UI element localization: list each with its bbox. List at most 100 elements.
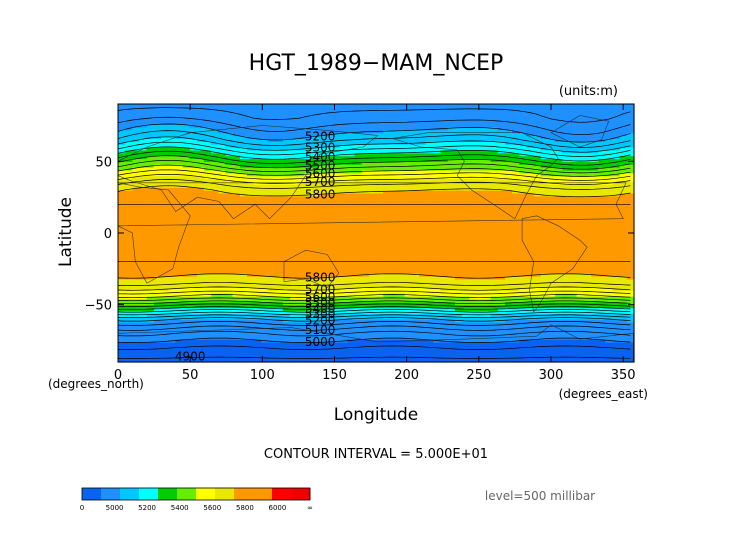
band-cell — [311, 233, 320, 237]
band-cell — [397, 233, 406, 237]
band-cell — [426, 296, 434, 300]
band-cell — [297, 207, 305, 211]
band-cell — [540, 238, 549, 243]
band-cell — [361, 276, 370, 280]
band-cell — [440, 327, 449, 332]
band-cell — [497, 253, 506, 257]
band-cell — [368, 321, 377, 326]
band-cell — [462, 253, 470, 257]
band-cell — [476, 319, 485, 323]
band-cell — [526, 201, 535, 205]
band-cell — [118, 204, 126, 208]
band-cell — [591, 227, 599, 231]
band-cell — [268, 238, 277, 243]
band-cell — [211, 212, 219, 217]
band-cell — [426, 175, 434, 180]
band-cell — [297, 258, 305, 263]
band-cell — [548, 261, 556, 266]
band-cell — [548, 330, 556, 334]
band-cell — [161, 321, 169, 326]
band-cell — [204, 324, 212, 329]
band-cell — [340, 296, 348, 300]
band-cell — [125, 210, 133, 214]
band-cell — [512, 255, 520, 260]
band-cell — [426, 247, 434, 251]
band-cell — [175, 167, 184, 171]
band-cell — [562, 276, 571, 280]
band-cell — [483, 333, 492, 337]
band-cell — [325, 230, 334, 234]
band-cell — [175, 175, 184, 180]
band-cell — [576, 212, 585, 217]
band-cell — [612, 290, 621, 294]
band-cell — [540, 164, 549, 168]
band-cell — [347, 270, 356, 274]
band-cell — [225, 201, 234, 205]
band-cell — [196, 281, 205, 286]
band-cell — [583, 336, 592, 340]
band-cell — [540, 298, 549, 303]
band-cell — [447, 313, 456, 317]
band-cell — [225, 344, 234, 349]
band-cell — [591, 224, 599, 228]
band-cell — [340, 250, 348, 254]
band-cell — [419, 201, 427, 205]
band-cell — [340, 221, 348, 225]
band-cell — [390, 192, 399, 197]
band-cell — [247, 307, 255, 311]
band-cell — [619, 313, 628, 317]
band-cell — [476, 276, 485, 280]
band-cell — [368, 296, 377, 300]
band-cell — [333, 264, 341, 268]
band-cell — [383, 201, 391, 205]
band-cell — [247, 313, 255, 317]
band-cell — [232, 198, 241, 203]
band-cell — [626, 287, 635, 291]
band-cell — [153, 347, 162, 352]
band-cell — [161, 341, 169, 346]
band-cell — [146, 287, 155, 291]
band-cell — [304, 336, 313, 340]
band-cell — [225, 244, 234, 248]
band-cell — [268, 167, 277, 171]
band-cell — [383, 184, 391, 188]
band-cell — [290, 341, 298, 346]
band-cell — [469, 164, 477, 168]
band-cell — [419, 233, 427, 237]
band-cell — [591, 301, 599, 306]
band-cell — [462, 164, 470, 168]
band-cell — [189, 235, 198, 240]
band-cell — [368, 198, 377, 203]
band-cell — [275, 273, 284, 277]
band-cell — [383, 238, 391, 243]
band-cell — [591, 267, 599, 271]
band-cell — [347, 190, 356, 194]
band-cell — [175, 359, 184, 363]
band-cell — [168, 161, 176, 165]
band-cell — [239, 244, 248, 248]
band-cell — [340, 327, 348, 332]
band-cell — [548, 344, 556, 349]
band-cell — [211, 327, 219, 332]
band-cell — [440, 230, 449, 234]
band-cell — [519, 304, 528, 309]
band-cell — [139, 204, 148, 208]
band-cell — [153, 218, 162, 223]
band-cell — [218, 218, 227, 223]
band-cell — [476, 290, 485, 294]
band-cell — [512, 341, 520, 346]
band-cell — [146, 187, 155, 191]
band-cell — [419, 353, 427, 357]
band-cell — [426, 224, 434, 228]
band-cell — [118, 201, 126, 205]
band-cell — [139, 241, 148, 246]
band-cell — [419, 264, 427, 268]
band-cell — [512, 227, 520, 231]
band-cell — [325, 241, 334, 246]
band-cell — [175, 169, 184, 174]
band-cell — [261, 178, 270, 182]
band-cell — [533, 310, 542, 314]
band-cell — [562, 344, 571, 349]
band-cell — [404, 327, 413, 332]
band-cell — [605, 198, 614, 203]
